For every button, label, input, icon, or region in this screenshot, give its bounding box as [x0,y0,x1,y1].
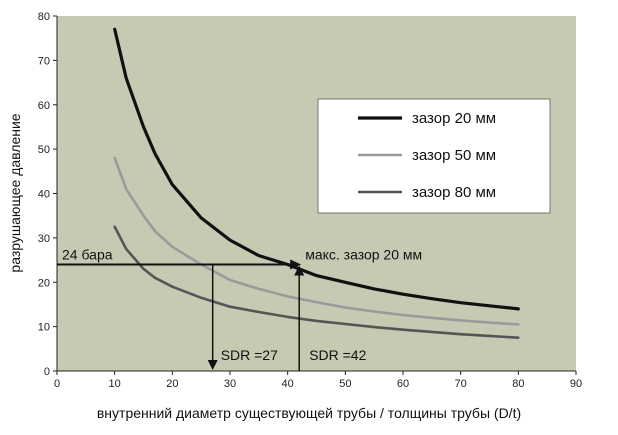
y-tick-label: 60 [38,100,50,112]
y-tick-label: 40 [38,189,50,201]
x-tick-label: 90 [570,378,582,390]
series-line-3 [113,225,520,340]
y-tick-label: 50 [38,144,50,156]
annotation-point-label: макс. зазор 20 мм [305,247,422,263]
y-tick-label: 10 [38,322,50,334]
y-tick-label: 70 [38,55,50,67]
legend-box [317,98,551,214]
y-tick-label: 30 [38,233,50,245]
x-tick-label: 60 [397,378,409,390]
legend-label-3: зазор 80 мм [412,184,496,201]
x-tick-label: 80 [512,378,524,390]
annotation-vline-1-arrowhead [207,360,218,370]
y-tick-label: 0 [44,366,50,378]
x-tick-label: 10 [109,378,121,390]
x-tick-label: 50 [339,378,351,390]
x-tick-label: 30 [224,378,236,390]
x-axis-title: внутренний диаметр существующей трубы / … [97,405,521,421]
series-line-2 [113,156,520,326]
annotation-vline-2-label: SDR =42 [309,347,366,363]
annotation-hline-arrowhead [290,259,302,270]
axis-ticks: 0 10 20 30 40 50 60 70 80 90 0 10 20 30 40 50 60 70 80 [38,11,582,390]
annotations-group: 24 бара макс. зазор 20 мм SDR =27 SDR =42 [57,247,422,371]
annotation-vline-2-arrowhead [294,265,305,276]
legend: зазор 20 мм зазор 50 мм зазор 80 мм [317,98,551,214]
y-tick-label: 80 [38,11,50,23]
x-tick-label: 20 [166,378,178,390]
y-tick-label: 20 [38,277,50,289]
x-tick-label: 70 [455,378,467,390]
x-tick-label: 0 [54,378,60,390]
y-axis-title: разрушающее давление [7,113,23,272]
annotation-vline-1-label: SDR =27 [221,347,278,363]
legend-label-1: зазор 20 мм [412,110,496,127]
x-tick-label: 40 [282,378,294,390]
legend-label-2: зазор 50 мм [412,147,496,164]
annotation-hline-label: 24 бара [62,247,113,263]
